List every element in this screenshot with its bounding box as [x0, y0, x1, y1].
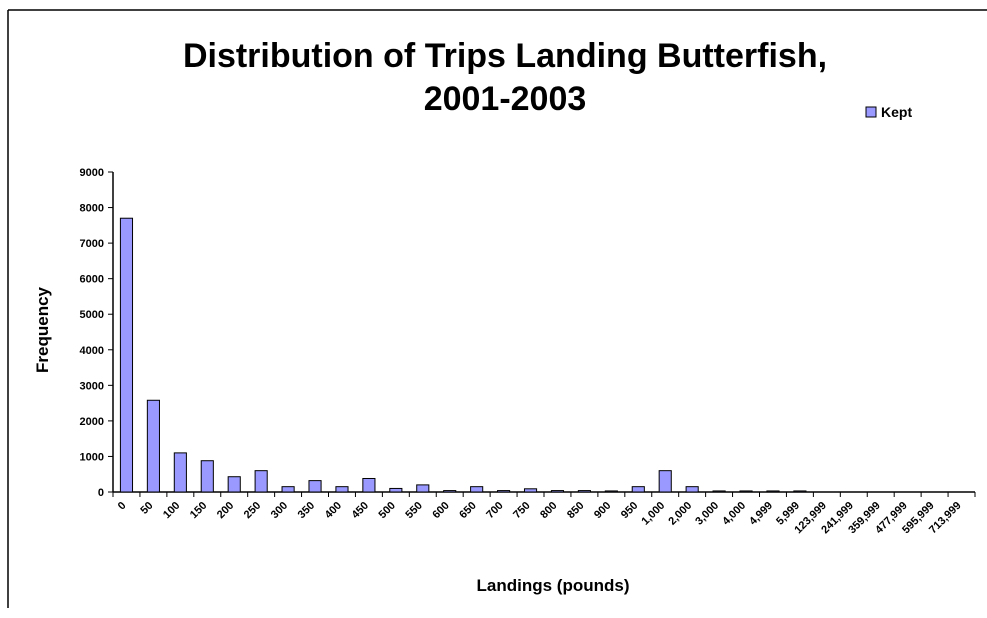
y-tick-label: 4000	[80, 345, 104, 357]
x-tick-label: 300	[269, 500, 290, 521]
bar	[550, 490, 565, 493]
chart-title-line2: 2001-2003	[424, 80, 587, 118]
legend-label-kept: Kept	[881, 104, 912, 120]
bar	[227, 476, 241, 493]
x-tick-label: 4,000	[720, 500, 748, 528]
bar	[685, 486, 699, 493]
x-axis-title: Landings (pounds)	[477, 576, 630, 595]
y-tick-label: 9000	[80, 167, 104, 179]
y-tick-label: 7000	[80, 238, 104, 250]
x-tick-label: 4,999	[747, 500, 775, 528]
x-tick-label: 650	[457, 500, 478, 521]
bar	[362, 477, 376, 493]
x-tick-label: 900	[592, 500, 613, 521]
legend: Kept	[865, 104, 912, 120]
x-tick-label: 400	[323, 500, 344, 521]
y-tick-label: 1000	[80, 451, 104, 463]
y-tick-label: 8000	[80, 203, 104, 215]
x-tick-label: 250	[242, 500, 263, 521]
bar	[631, 486, 645, 493]
bar	[497, 490, 511, 493]
legend-swatch-kept	[865, 106, 877, 118]
bar	[470, 486, 484, 493]
x-tick-label: 50	[138, 500, 155, 517]
x-tick-label: 2,000	[666, 500, 694, 528]
x-tick-label: 150	[188, 500, 209, 521]
x-tick-label: 0	[116, 500, 129, 513]
bar	[604, 490, 618, 493]
x-tick-label: 1,000	[639, 500, 667, 528]
bar	[712, 490, 726, 493]
bar	[443, 490, 457, 493]
bar	[658, 470, 672, 493]
x-tick-label: 950	[619, 500, 640, 521]
bar	[793, 490, 807, 493]
plot-area: 0 1000 2000 3000 4000 5000 6000 7000 8000 9000 0 50…	[80, 167, 976, 536]
x-tick-label: 500	[376, 500, 397, 521]
x-tick-label: 750	[511, 500, 532, 521]
bar	[119, 217, 134, 493]
x-tick-label: 600	[430, 500, 451, 521]
bar	[766, 490, 780, 493]
y-tick-label: 0	[98, 487, 104, 499]
x-tick-label: 3,000	[693, 500, 721, 528]
y-tick-label: 5000	[80, 309, 104, 321]
bar	[146, 399, 160, 493]
x-tick-label: 100	[161, 500, 182, 521]
bar	[389, 487, 403, 493]
bar	[281, 486, 295, 493]
y-axis-title: Frequency	[33, 286, 52, 373]
bar	[577, 490, 591, 493]
y-tick-label: 3000	[80, 380, 104, 392]
y-tick-label: 2000	[80, 416, 104, 428]
x-tick-label: 850	[565, 500, 586, 521]
y-tick-label: 6000	[80, 274, 104, 286]
bar	[254, 470, 268, 493]
x-tick-label: 800	[538, 500, 559, 521]
bar	[416, 484, 430, 493]
chart-title-line1: Distribution of Trips Landing Butterfish…	[183, 37, 827, 75]
x-tick-label: 550	[403, 500, 424, 521]
bar	[173, 452, 187, 493]
bar	[200, 460, 214, 493]
x-tick-label: 350	[296, 500, 317, 521]
x-tick-label: 450	[350, 500, 371, 521]
bar	[523, 488, 538, 493]
bar	[308, 480, 322, 493]
bar	[739, 490, 753, 493]
x-tick-label: 200	[215, 500, 236, 521]
bar	[335, 486, 349, 493]
x-tick-label: 700	[484, 500, 505, 521]
